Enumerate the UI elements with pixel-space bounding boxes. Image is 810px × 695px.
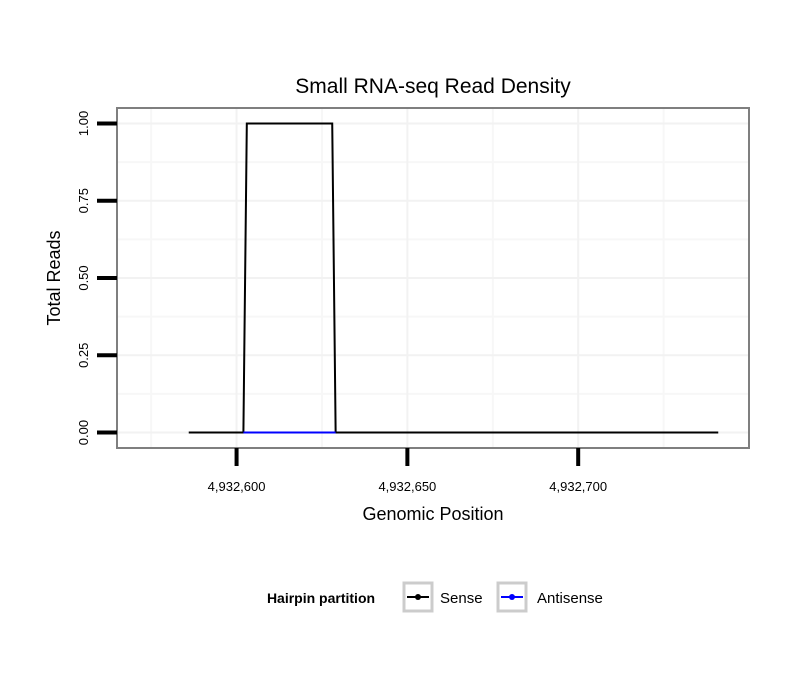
x-axis-label: Genomic Position [362,504,503,524]
grid [117,108,749,448]
legend: Hairpin partition Sense Antisense [267,581,603,613]
legend-label-sense: Sense [440,590,483,607]
legend-point-antisense [509,594,515,600]
x-tick-label: 4,932,600 [208,479,266,494]
chart-title: Small RNA-seq Read Density [295,75,571,98]
legend-entry-antisense: Antisense [496,581,603,613]
series-group [188,122,719,434]
legend-label-antisense: Antisense [537,590,603,607]
y-axis-label: Total Reads [44,230,64,325]
y-tick-label: 0.75 [76,188,91,213]
legend-point-sense [415,594,421,600]
legend-entry-sense: Sense [402,581,483,613]
legend-title: Hairpin partition [267,590,375,606]
series-line-sense [188,122,719,434]
y-tick-label: 1.00 [76,111,91,136]
x-tick-label: 4,932,700 [549,479,607,494]
y-tick-label: 0.25 [76,343,91,368]
y-tick-label: 0.00 [76,420,91,445]
axes: 0.00 0.25 0.50 0.75 1.00 4,932,600 4,932,650 4,… [76,111,607,494]
x-tick-label: 4,932,650 [378,479,436,494]
y-tick-label: 0.50 [76,265,91,290]
